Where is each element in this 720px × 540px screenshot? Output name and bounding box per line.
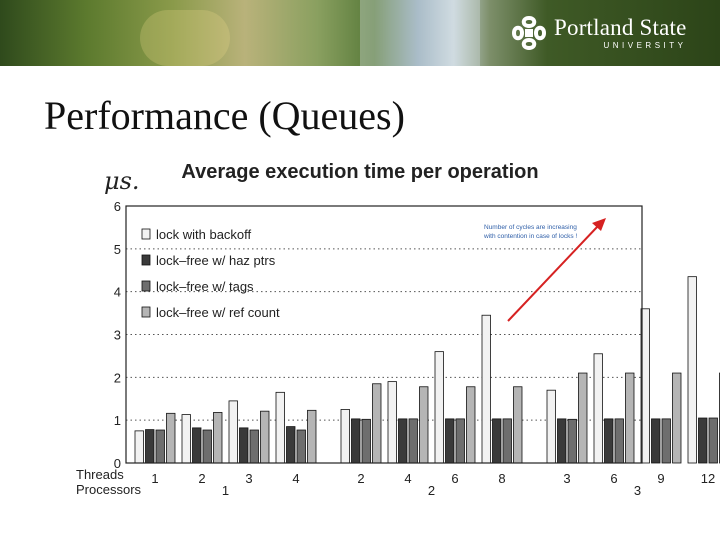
university-logo[interactable]: Portland State UNIVERSITY [510,14,686,52]
bar-refcount [372,383,382,464]
bar-backoff [134,430,144,464]
bar-backoff [275,391,285,464]
x-tick-label-threads: 3 [245,471,252,486]
bar-backoff [687,276,697,464]
chart-title: Average execution time per operation [181,161,538,183]
bar-haz [398,418,408,464]
bar-haz [239,427,249,464]
bar-backoff [340,409,350,464]
bar-backoff [387,381,397,464]
x-group-label-processors: 3 [634,483,641,498]
y-tick-label: 0 [114,456,121,471]
x-tick-label-threads: 4 [292,471,299,486]
legend-label-refcount: lock–free w/ ref count [156,305,280,320]
legend-swatch-haz [141,254,151,266]
x-tick-label-threads: 12 [701,471,715,486]
psu-logo-icon [511,15,547,51]
bar-refcount [578,372,588,464]
bar-tags [502,418,512,464]
bar-haz [492,418,502,464]
logo-university-name: Portland State [554,15,687,40]
threads-axis-label: Threads [76,467,124,482]
bar-tags [567,418,577,464]
bar-tags [661,418,671,464]
x-tick-label-threads: 3 [563,471,570,486]
y-axis-unit-label: μs. [104,167,140,195]
bar-haz [651,418,661,464]
x-group-label-processors: 2 [428,483,435,498]
bar-haz [351,418,361,464]
legend-swatch-tags [141,280,151,292]
bar-haz [698,417,708,464]
legend-label-haz: lock–free w/ haz ptrs [156,253,276,268]
bar-refcount [625,372,635,464]
bar-tags [296,429,306,464]
bar-refcount [213,412,223,464]
y-tick-label: 3 [114,328,121,343]
x-tick-label-threads: 6 [610,471,617,486]
bar-tags [361,418,371,464]
bar-tags [155,429,165,464]
x-tick-label-threads: 2 [198,471,205,486]
x-tick-label-threads: 2 [357,471,364,486]
logo-text: Portland State UNIVERSITY [554,15,687,51]
legend-label-backoff: lock with backoff [156,227,252,242]
bar-haz [557,418,567,464]
y-tick-label: 5 [114,242,121,257]
annotation-note-line2: with contention in case of locks ! [483,233,577,240]
bar-tags [614,418,624,464]
logo-university-subtitle: UNIVERSITY [603,41,687,50]
legend-swatch-backoff [141,228,151,240]
plot-frame [125,205,643,464]
bar-backoff [228,400,238,464]
bar-haz [604,418,614,464]
bar-backoff [640,308,650,464]
y-tick-label: 4 [114,285,121,300]
header-banner-photo: Portland State UNIVERSITY [0,0,720,66]
y-tick-label: 1 [114,413,121,428]
bar-haz [145,429,155,464]
bar-tags [202,429,212,464]
bar-backoff [593,353,603,464]
legend-label-tags: lock–free w/ tags [156,279,254,294]
bar-refcount [419,386,429,464]
bar-tags [455,418,465,464]
x-tick-label-threads: 1 [151,471,158,486]
bar-refcount [513,386,523,464]
bar-tags [708,417,718,464]
bar-haz [445,418,455,464]
x-tick-label-threads: 6 [451,471,458,486]
annotation-arrow-line [507,225,599,322]
annotation-note-line1: Number of cycles are increasing [484,224,577,231]
bar-refcount [466,386,476,464]
bar-haz [192,427,202,464]
bar-refcount [307,409,317,464]
x-tick-label-threads: 4 [404,471,411,486]
bar-backoff [481,314,491,464]
bar-backoff [546,389,556,464]
banner-foliage-highlight [140,10,230,66]
bar-haz [286,426,296,464]
bar-tags [249,429,259,464]
y-tick-label: 2 [114,370,121,385]
x-tick-label-threads: 9 [657,471,664,486]
banner-building-highlight [360,0,480,66]
bar-backoff [434,351,444,464]
x-group-label-processors: 1 [222,483,229,498]
bar-backoff [181,414,191,464]
bar-refcount [672,372,682,464]
processors-axis-label: Processors [76,482,142,497]
slide-title: Performance (Queues) [44,93,405,138]
bar-tags [408,418,418,464]
legend-swatch-refcount [141,306,151,318]
annotation-arrow-head [592,218,606,231]
y-tick-label: 6 [114,199,121,214]
x-tick-label-threads: 8 [498,471,505,486]
bar-refcount [166,412,176,464]
bar-refcount [260,410,270,464]
